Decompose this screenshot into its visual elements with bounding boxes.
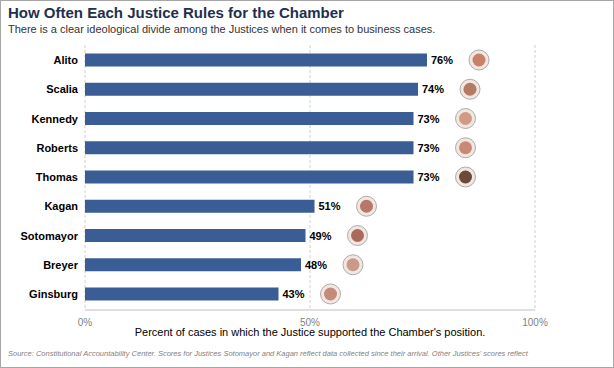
portrait-face — [464, 83, 477, 96]
portrait-face — [459, 171, 472, 184]
bar — [85, 54, 427, 67]
data-label: 49% — [310, 230, 332, 242]
category-label: Alito — [54, 54, 79, 66]
category-label: Breyer — [43, 259, 79, 271]
portrait — [469, 50, 489, 70]
category-label: Roberts — [36, 142, 78, 154]
category-label: Thomas — [36, 171, 78, 183]
portrait-face — [347, 258, 360, 271]
tick-label: 100% — [522, 317, 548, 328]
bar — [85, 229, 306, 242]
grid-line — [535, 45, 536, 310]
category-label: Ginsburg — [29, 288, 78, 300]
portrait — [456, 167, 476, 187]
chart: How Often Each Justice Rules for the Cha… — [0, 0, 614, 368]
category-label: Scalia — [46, 83, 79, 95]
tick-label: 0% — [78, 317, 93, 328]
category-label: Kagan — [44, 200, 78, 212]
portrait-face — [324, 288, 337, 301]
title: How Often Each Justice Rules for the Cha… — [8, 4, 344, 21]
bars — [85, 54, 427, 301]
portrait-face — [459, 112, 472, 125]
portrait — [343, 255, 363, 275]
data-label: 73% — [418, 142, 440, 154]
portrait-face — [459, 141, 472, 154]
portrait-face — [360, 200, 373, 213]
frame — [1, 1, 614, 368]
data-label: 48% — [305, 259, 327, 271]
category-label: Sotomayor — [21, 230, 79, 242]
portrait — [321, 284, 341, 304]
data-label: 73% — [418, 171, 440, 183]
portrait — [460, 79, 480, 99]
portrait — [456, 138, 476, 158]
subtitle: There is a clear ideological divide amon… — [8, 23, 435, 35]
bar — [85, 200, 315, 213]
portrait-face — [473, 54, 486, 67]
data-label: 76% — [431, 54, 453, 66]
bar — [85, 112, 414, 125]
bar — [85, 258, 301, 271]
portrait-face — [351, 229, 364, 242]
category-label: Kennedy — [32, 113, 79, 125]
portrait — [348, 226, 368, 246]
bar — [85, 83, 418, 96]
data-label: 73% — [418, 113, 440, 125]
data-label: 74% — [422, 83, 444, 95]
bar — [85, 288, 279, 301]
plot-area — [85, 45, 535, 310]
bar — [85, 171, 414, 184]
bar — [85, 141, 414, 154]
data-label: 43% — [283, 288, 305, 300]
source: Source: Constitutional Accountability Ce… — [8, 349, 529, 358]
x-axis — [85, 310, 535, 311]
portrait — [357, 196, 377, 216]
x-axis-label: Percent of cases in which the Justice su… — [135, 326, 486, 338]
portrait — [456, 109, 476, 129]
data-label: 51% — [319, 200, 341, 212]
